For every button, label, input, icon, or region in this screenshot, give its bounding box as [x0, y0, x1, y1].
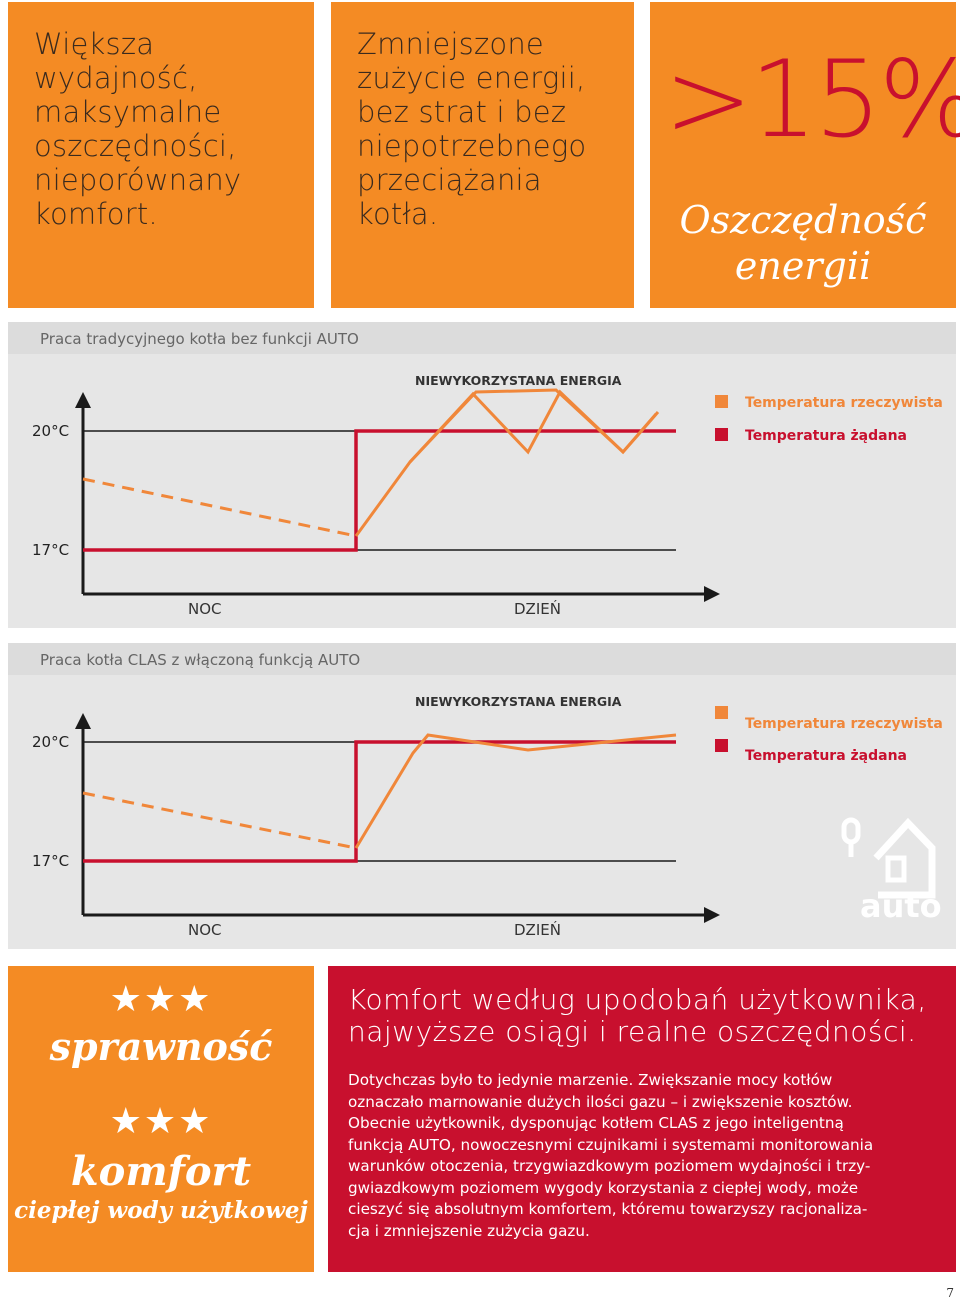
savings-percent: >15%	[664, 38, 960, 161]
efficiency-text: Większa wydajność, maksymalne oszczędnoś…	[34, 27, 304, 231]
body-line: gwiazdkowym poziomem wygody korzystania …	[348, 1178, 859, 1197]
panel-title: Praca tradycyjnego kotła bez funkcji AUT…	[40, 330, 359, 348]
y-axis-arrow	[75, 713, 91, 729]
actual-temperature-dashed	[82, 791, 357, 850]
consumption-text: Zmniejszone zużycie energii, bez strat i…	[357, 27, 624, 231]
text-line: nieporównany	[34, 163, 242, 197]
text-line: przeciążania	[357, 163, 542, 197]
actual-temperature-zigzag	[408, 389, 660, 464]
auto-logo-text: auto	[860, 887, 942, 925]
text-line: niepotrzebnego	[357, 129, 587, 163]
text-line: zużycie energii,	[357, 61, 586, 95]
text-line: bez strat i bez	[357, 95, 567, 129]
feature-box-efficiency: Większa wydajność, maksymalne oszczędnoś…	[8, 2, 314, 308]
text-line: Większa	[34, 27, 155, 61]
body-line: Dotychczas było to jedynie marzenie. Zwi…	[348, 1071, 833, 1089]
text-line: wydajność,	[34, 61, 198, 95]
device-icon	[885, 855, 907, 883]
panel-title: Praca kotła CLAS z włączoną funkcją AUTO	[40, 651, 361, 669]
legend-swatch-actual	[715, 395, 728, 408]
headline-line: najwyższe osiągi i realne oszczędności.	[348, 1015, 917, 1048]
x-label-day: DZIEŃ	[514, 920, 561, 939]
legend-swatch-set	[715, 739, 728, 752]
legend-set: Temperatura żądana	[745, 428, 907, 444]
legend-swatch-set	[715, 428, 728, 441]
y-axis-arrow	[75, 392, 91, 408]
text-line: energii	[734, 244, 872, 288]
body-line: Obecnie użytkownik, dysponując kotłem CL…	[348, 1114, 844, 1132]
headline-line: Komfort według upodobań użytkownika,	[348, 983, 927, 1016]
chart-panel-traditional: Praca tradycyjnego kotła bez funkcji AUT…	[8, 322, 956, 628]
efficiency-stars: ★★★	[109, 979, 213, 1020]
x-label-night: NOC	[188, 600, 222, 618]
x-label-day: DZIEŃ	[514, 599, 561, 618]
legend-actual: Temperatura rzeczywista	[745, 716, 943, 732]
hot-water-label: ciepłej wody użytkowej	[14, 1197, 308, 1224]
page-number: 7	[946, 1286, 954, 1300]
text-line: Oszczędność	[679, 198, 927, 242]
rating-box: ★★★ sprawność ★★★ komfort ciepłej wody u…	[8, 966, 314, 1272]
panel-title-bar	[8, 322, 956, 354]
label-17c: 17°C	[32, 852, 69, 870]
legend-set: Temperatura żądana	[745, 748, 907, 764]
house-icon	[873, 817, 936, 899]
feature-box-consumption: Zmniejszone zużycie energii, bez strat i…	[331, 2, 634, 308]
comfort-stars: ★★★	[109, 1101, 213, 1142]
text-line: kotła.	[357, 197, 439, 231]
auto-logo: auto	[841, 817, 942, 925]
body-line: cja i zmniejszenie zużycia gazu.	[348, 1221, 590, 1240]
x-axis-arrow	[704, 586, 720, 602]
actual-temperature-dashed	[82, 477, 357, 538]
x-axis-arrow	[704, 907, 720, 923]
body-line: warunków otoczenia, trzygwiazdkowym pozi…	[348, 1157, 871, 1175]
panel-title-bar	[8, 643, 956, 675]
label-17c: 17°C	[32, 541, 69, 559]
label-20c: 20°C	[32, 733, 69, 751]
text-line: maksymalne	[34, 95, 222, 129]
savings-caption: Oszczędność energii	[650, 197, 956, 289]
efficiency-label: sprawność	[49, 1024, 273, 1069]
chart-panel-auto: Praca kotła CLAS z włączoną funkcją AUTO…	[8, 643, 956, 949]
x-label-night: NOC	[188, 921, 222, 939]
legend-swatch-actual	[715, 706, 728, 719]
thermostat-icon	[841, 817, 861, 845]
actual-temperature-line	[354, 733, 677, 849]
description-box: Komfort według upodobań użytkownika, naj…	[328, 966, 956, 1272]
headline: Komfort według upodobań użytkownika, naj…	[348, 984, 944, 1048]
text-line: komfort.	[34, 197, 158, 231]
text-line: Zmniejszone	[357, 27, 544, 61]
temperature-diagram: 20°C 17°C NIEWYKORZYSTANA ENERGIA NOC DZ…	[32, 694, 943, 939]
body-line: oznaczało marnowanie dużych ilości gazu …	[348, 1092, 853, 1111]
label-20c: 20°C	[32, 422, 69, 440]
actual-temperature-line	[354, 388, 658, 537]
feature-box-savings: >15% Oszczędność energii	[650, 2, 960, 308]
comfort-label: komfort	[70, 1148, 252, 1195]
unused-energy-label: NIEWYKORZYSTANA ENERGIA	[415, 373, 622, 388]
set-temperature-line	[83, 429, 676, 552]
body-line: cieszyć się absolutnym komfortem, którem…	[348, 1200, 868, 1218]
unused-energy-label: NIEWYKORZYSTANA ENERGIA	[415, 694, 622, 709]
temperature-diagram: 20°C 17°C NIEWYKORZYSTANA ENERGIA NOC DZ…	[32, 373, 943, 618]
body-line: funkcją AUTO, nowoczesnymi czujnikami i …	[348, 1135, 874, 1154]
body-text: Dotychczas było to jedynie marzenie. Zwi…	[348, 1070, 940, 1242]
text-line: oszczędności,	[34, 129, 237, 163]
legend-actual: Temperatura rzeczywista	[745, 395, 943, 411]
set-temperature-line	[83, 740, 676, 863]
